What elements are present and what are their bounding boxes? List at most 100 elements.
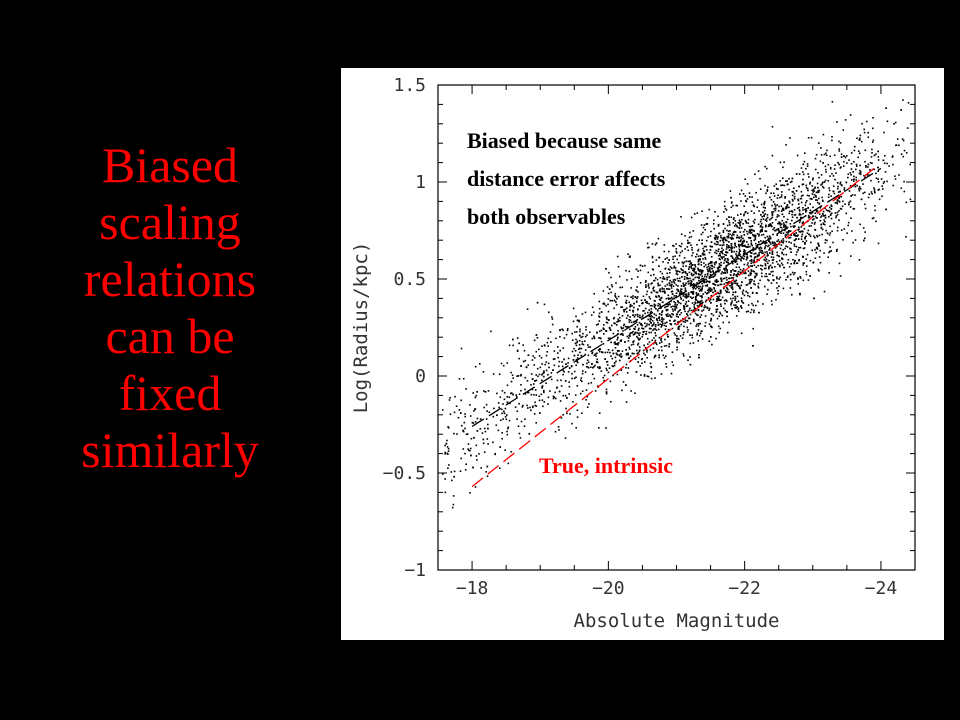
scatter-point — [704, 315, 707, 317]
scatter-point — [627, 314, 629, 317]
scatter-point — [628, 301, 630, 304]
scatter-point — [677, 270, 679, 272]
scatter-point — [533, 413, 536, 415]
scatter-point — [661, 310, 664, 312]
scatter-point — [755, 191, 757, 194]
scatter-point — [873, 188, 876, 191]
scatter-point — [877, 178, 879, 180]
scatter-point — [735, 255, 738, 257]
scatter-point — [454, 395, 456, 398]
scatter-point — [740, 227, 743, 229]
scatter-point — [782, 207, 785, 210]
scatter-point — [696, 282, 698, 284]
scatter-point — [648, 296, 651, 298]
scatter-point — [781, 241, 783, 243]
scatter-point — [795, 245, 798, 248]
scatter-point — [612, 374, 614, 377]
scatter-point — [756, 206, 758, 208]
scatter-point — [704, 256, 706, 259]
scatter-point — [599, 366, 601, 368]
scatter-point — [673, 300, 675, 303]
scatter-point — [825, 229, 827, 232]
scatter-point — [610, 401, 612, 403]
scatter-point — [653, 337, 655, 339]
scatter-point — [778, 215, 780, 217]
scatter-point — [666, 257, 668, 259]
scatter-point — [729, 233, 731, 236]
scatter-point — [733, 231, 735, 233]
scatter-point — [693, 309, 695, 311]
scatter-point — [581, 380, 583, 383]
scatter-point — [673, 245, 675, 247]
scatter-point — [790, 263, 792, 265]
scatter-point — [796, 235, 799, 237]
scatter-point — [486, 438, 489, 440]
scatter-point — [840, 156, 843, 158]
scatter-point — [819, 249, 821, 252]
scatter-point — [669, 315, 672, 318]
scatter-point — [655, 259, 658, 261]
scatter-point — [834, 164, 836, 166]
scatter-point — [906, 127, 909, 129]
scatter-point — [605, 391, 608, 393]
scatter-point — [716, 236, 718, 239]
scatter-point — [481, 432, 484, 434]
scatter-point — [743, 294, 746, 297]
scatter-point — [591, 363, 593, 365]
scatter-point — [779, 247, 782, 250]
scatter-point — [659, 303, 661, 306]
scatter-point — [668, 345, 670, 348]
scatter-point — [695, 285, 697, 288]
scatter-point — [736, 284, 739, 286]
scatter-point — [691, 297, 693, 300]
scatter-point — [783, 161, 785, 163]
scatter-point — [789, 202, 791, 204]
scatter-point — [490, 330, 492, 333]
scatter-point — [807, 279, 810, 281]
scatter-point — [727, 245, 730, 247]
scatter-point — [686, 246, 689, 248]
scatter-point — [673, 320, 675, 322]
scatter-point — [870, 156, 873, 158]
scatter-point — [666, 333, 669, 336]
scatter-point — [877, 181, 880, 183]
scatter-point — [716, 295, 718, 298]
scatter-point — [797, 283, 799, 285]
scatter-point — [745, 284, 748, 286]
scatter-point — [698, 287, 700, 290]
scatter-point — [651, 256, 654, 259]
scatter-point — [706, 307, 709, 310]
scatter-point — [785, 144, 787, 146]
scatter-point — [785, 180, 787, 182]
scatter-point — [648, 341, 651, 343]
scatter-point — [726, 229, 728, 232]
scatter-point — [740, 255, 742, 258]
scatter-point — [550, 378, 553, 381]
scatter-point — [816, 199, 819, 201]
scatter-point — [562, 373, 564, 376]
scatter-point — [827, 210, 829, 212]
scatter-point — [814, 236, 816, 239]
scatter-point — [492, 441, 494, 444]
scatter-point — [764, 285, 766, 288]
scatter-point — [658, 295, 660, 298]
scatter-point — [755, 245, 758, 247]
scatter-point — [724, 207, 727, 210]
scatter-point — [442, 473, 444, 475]
scatter-point — [739, 258, 742, 261]
scatter-point — [832, 190, 834, 193]
scatter-point — [609, 327, 611, 330]
scatter-point — [735, 250, 738, 253]
scatter-point — [809, 181, 811, 184]
scatter-point — [715, 281, 718, 283]
scatter-point — [694, 264, 696, 266]
scatter-point — [810, 212, 812, 215]
scatter-point — [771, 252, 774, 254]
scatter-point — [547, 362, 550, 365]
scatter-point — [703, 245, 706, 248]
scatter-point — [667, 304, 670, 306]
scatter-point — [599, 367, 601, 369]
scatter-point — [697, 250, 699, 252]
scatter-point — [761, 265, 764, 267]
scatter-point — [634, 328, 636, 330]
